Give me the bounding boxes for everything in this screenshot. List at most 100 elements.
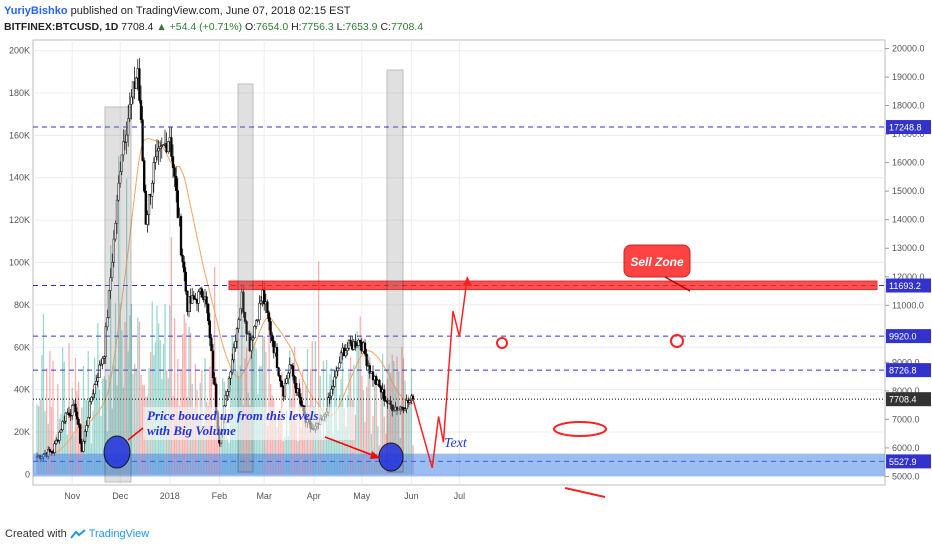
volume-bar [41,355,43,475]
candle-body [235,328,239,342]
candle-body [154,156,157,163]
candle-body [151,182,154,197]
volume-bar [286,409,288,475]
volume-bar [212,431,214,475]
symbol-label[interactable]: BITFINEX:BTCUSD, 1D [4,21,119,33]
candle-body [229,371,232,379]
volume-bar [119,303,121,475]
candle-body [125,134,128,143]
volume-bar [87,351,89,475]
sell-zone [228,280,878,291]
candle-body [287,372,290,379]
candle-body [112,238,115,263]
candle-body [159,146,162,149]
candle-body [357,339,360,346]
volume-bar [182,333,184,475]
level-tag-label: 17248.8 [889,123,922,133]
candle-body [232,347,235,361]
tradingview-brand-link[interactable]: TradingView [88,528,150,540]
candle-body [227,378,231,392]
price-tick-label: 17000.0 [892,129,925,139]
created-with-label: Created with [5,528,67,540]
publish-info: YuriyBishko published on TradingView.com… [4,5,351,17]
candle-body [226,391,229,396]
candle-body [397,408,400,411]
candle-body [295,383,298,394]
x-tick-label: 2018 [160,491,180,501]
volume-bar [183,314,185,475]
candle-body [346,348,349,351]
level-tag [886,454,931,469]
candle-body [160,145,163,147]
sell-zone-label: Sell Zone [630,255,684,269]
level-tag-label: 9920.0 [889,332,917,342]
volume-bar [57,384,59,475]
bounce-note-box [143,407,355,440]
candle-body [403,408,407,411]
volume-bar [404,380,406,475]
volume-bar [116,385,118,475]
candle-body [106,317,109,328]
candle-body [239,308,242,320]
volume-bar [406,399,408,475]
candle-body [88,401,91,418]
volume-bar [268,323,270,475]
candle-body [139,100,143,120]
candle-body [365,353,368,366]
price-tick-label: 20000.0 [892,44,925,54]
sell-zone-callout-pointer [664,276,691,292]
candle-body [210,337,213,352]
price-tick-label: 15000.0 [892,186,925,196]
candle-body [208,320,211,339]
volume-bar [207,405,209,475]
candle-body [299,397,303,406]
candle-body [191,295,194,304]
candle-body [130,96,133,105]
candle-body [371,371,375,381]
volume-bar [386,378,389,475]
volume-bar [76,390,78,475]
volume-bar [100,415,102,475]
up-arrow-icon: ▲ [156,21,167,33]
support-zone [33,453,885,477]
volume-bar [121,330,123,475]
candle-body [251,337,255,341]
candle-body [258,302,261,321]
candle-body [339,352,343,364]
candle-body [271,334,274,342]
candle-body [98,364,101,378]
bounce-note-arrow [127,427,144,441]
projection-path [412,276,469,469]
level-tag-label: 7708.4 [889,395,917,405]
volume-bar [402,358,405,475]
candle-body [259,300,263,304]
low-label: L: [336,21,346,33]
volume-bar [129,315,131,475]
volume-bar [71,387,73,475]
volume-bar [65,418,67,475]
candle-body [117,182,120,201]
high-label: H: [291,21,302,33]
level-tag-label: 5527.9 [889,457,917,467]
volume-bar [202,426,205,475]
candle-body [411,395,415,400]
level-tag [886,278,931,293]
candle-body [71,405,74,416]
candle-body [280,380,283,387]
candle-body [170,137,173,157]
volume-bar [42,313,45,475]
candle-body [152,162,155,184]
candle-body [82,441,85,452]
high-value: 7756.3 [301,21,334,33]
candle-body [157,148,160,152]
candle-body [93,384,96,395]
candle-body [255,320,258,327]
candle-body [184,271,187,292]
volume-bar [409,397,411,475]
volume-bar [89,421,91,475]
top-marker [670,334,684,348]
candle-body [243,312,247,322]
author-link[interactable]: YuriyBishko [4,5,68,17]
x-tick-label: Feb [212,491,228,501]
